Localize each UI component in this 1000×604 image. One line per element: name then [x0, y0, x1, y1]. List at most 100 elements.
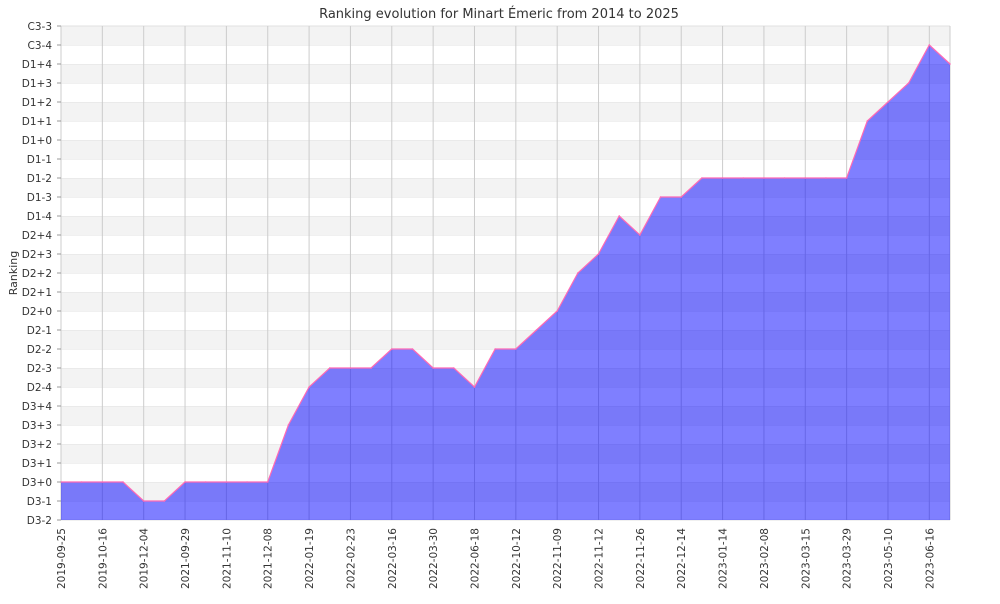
grid-band [61, 102, 950, 121]
y-tick-label: D1-3 [27, 192, 52, 204]
x-tick-label: 2022-02-23 [345, 528, 357, 589]
data-point [246, 481, 248, 483]
data-point [597, 253, 600, 255]
y-tick-label: D2+3 [22, 249, 52, 261]
data-point [556, 310, 558, 312]
x-tick-label: 2023-02-08 [759, 528, 771, 589]
data-point [411, 348, 414, 350]
x-tick-label: 2021-09-29 [180, 528, 192, 589]
x-tick-label: 2022-06-18 [469, 528, 481, 589]
data-point [763, 177, 765, 179]
data-point [721, 177, 724, 179]
chart-title: Ranking evolution for Minart Émeric from… [319, 6, 679, 22]
data-point [577, 272, 579, 274]
grid-band [61, 159, 950, 178]
y-tick-label: D1+0 [22, 135, 52, 147]
grid-band [61, 140, 950, 159]
y-tick-label: D1+4 [22, 59, 53, 71]
y-tick-label: D2+0 [22, 306, 52, 318]
data-point [515, 348, 517, 350]
data-point [349, 367, 352, 369]
y-tick-label: D3+2 [22, 439, 52, 451]
data-point [783, 177, 786, 179]
data-point [618, 215, 621, 217]
y-tick-label: D2+4 [22, 230, 53, 242]
x-tick-label: 2022-11-26 [635, 528, 647, 589]
grid-band [61, 64, 950, 83]
y-tick-label: D3-2 [27, 515, 52, 527]
data-point [453, 367, 455, 369]
data-point [742, 177, 745, 179]
x-tick-labels: 2019-09-25 2019-10-16 2019-12-04 2021-09-29… [56, 528, 936, 589]
data-point [390, 348, 393, 350]
x-tick-label: 2023-01-14 [718, 528, 730, 589]
x-tick-label: 2022-11-09 [552, 528, 564, 589]
x-tick-label: 2023-06-16 [924, 528, 936, 589]
x-tick-label: 2023-05-10 [883, 528, 895, 589]
y-tick-label: D3+0 [22, 477, 52, 489]
data-point [122, 481, 124, 483]
y-tick-label: D2-2 [27, 344, 52, 356]
data-point [142, 500, 145, 502]
data-point [225, 481, 228, 483]
grid-band [61, 45, 950, 64]
y-tick-label: D1-1 [27, 154, 52, 166]
area-series [60, 44, 951, 520]
y-tick-label: D2-3 [27, 363, 52, 375]
data-point [866, 120, 869, 122]
x-tick-label: 2021-11-10 [221, 528, 233, 589]
data-point [494, 348, 496, 350]
data-point [701, 177, 703, 179]
x-tick-label: 2022-01-19 [304, 528, 316, 589]
x-tick-label: 2022-11-12 [594, 528, 606, 589]
y-tick-label: D2-1 [27, 325, 52, 337]
x-tick-label: 2023-03-15 [800, 528, 812, 589]
y-tick-label: D3+1 [22, 458, 52, 470]
y-tick-label: C3-3 [28, 21, 52, 33]
x-tick-label: 2022-03-16 [387, 528, 399, 589]
grid-band [61, 121, 950, 140]
data-point [949, 63, 951, 65]
grid-band [61, 83, 950, 102]
data-point [845, 177, 848, 179]
data-point [825, 177, 827, 179]
x-tick-label: 2019-10-16 [97, 528, 109, 589]
y-tick-label: D2-4 [27, 382, 53, 394]
data-point [370, 367, 372, 369]
y-axis-label: Ranking [7, 251, 20, 296]
data-point [308, 386, 310, 388]
data-point [639, 234, 641, 236]
x-tick-label: 2022-10-12 [511, 528, 523, 589]
y-tick-label: D2+2 [22, 268, 52, 280]
y-tick-label: D3+4 [22, 401, 53, 413]
y-tick-label: D1+2 [22, 97, 52, 109]
data-point [80, 481, 83, 483]
data-point [659, 196, 662, 198]
data-point [184, 481, 186, 483]
y-tick-label: C3-4 [28, 40, 53, 52]
data-point [535, 329, 538, 331]
data-point [680, 196, 683, 198]
x-tick-label: 2023-03-29 [842, 528, 854, 589]
y-tick-label: D1+3 [22, 78, 52, 90]
data-point [204, 481, 207, 483]
x-tick-label: 2022-03-30 [428, 528, 440, 589]
data-point [887, 101, 889, 103]
data-point [473, 386, 476, 388]
y-tick-label: D3-1 [27, 496, 52, 508]
x-tick-label: 2021-12-08 [263, 528, 275, 589]
data-point [266, 481, 269, 483]
data-point [287, 424, 290, 426]
data-point [928, 44, 931, 46]
y-tick-labels: D3-2 D3-1 D3+0 D3+1 D3+2 D3+3 D3+4 D2-4 D2-3 D2-2… [22, 21, 61, 527]
x-tick-label: 2019-09-25 [56, 528, 68, 589]
series-line [61, 44, 951, 502]
y-tick-label: D1-4 [27, 211, 53, 223]
data-point [432, 367, 434, 369]
data-point [804, 177, 807, 179]
y-tick-label: D3+3 [22, 420, 52, 432]
data-point [907, 82, 910, 84]
area-fill [61, 45, 950, 520]
y-tick-label: D1+1 [22, 116, 52, 128]
